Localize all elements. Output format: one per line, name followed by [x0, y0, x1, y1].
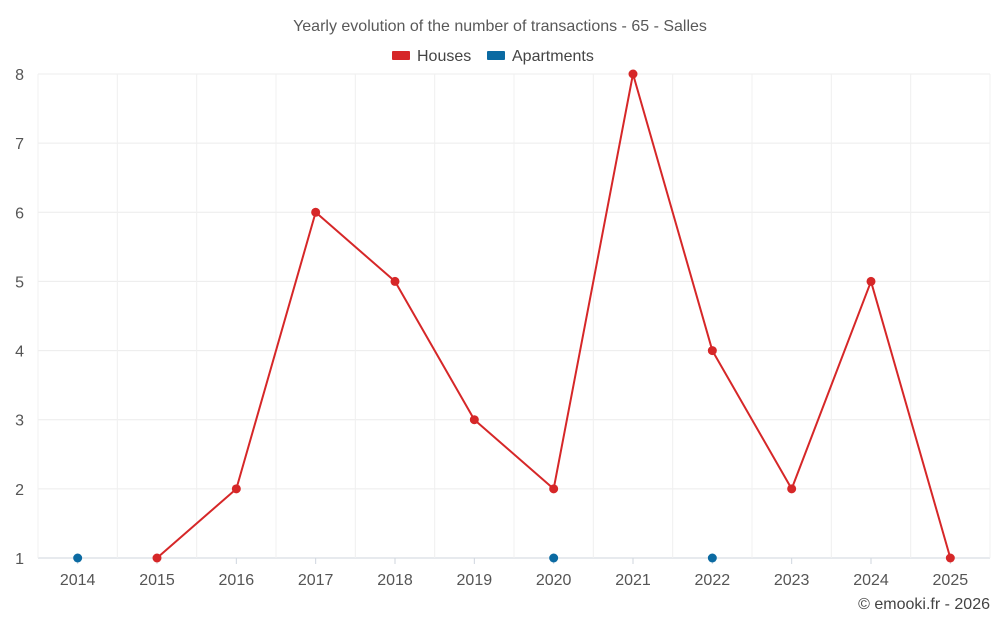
legend-swatch-apartments — [487, 51, 505, 60]
y-tick-label: 7 — [15, 136, 24, 153]
data-point-houses-2018[interactable] — [390, 276, 400, 286]
x-tick-label: 2014 — [60, 572, 96, 589]
x-tick-label: 2019 — [457, 572, 493, 589]
data-point-houses-2016[interactable] — [231, 484, 241, 494]
legend-swatch-houses — [392, 51, 410, 60]
data-point-houses-2024[interactable] — [866, 276, 876, 286]
x-tick-label: 2016 — [219, 572, 255, 589]
legend: Houses Apartments — [392, 48, 594, 65]
chart-title: Yearly evolution of the number of transa… — [293, 18, 707, 35]
x-tick-label: 2022 — [695, 572, 731, 589]
x-tick-label: 2015 — [139, 572, 175, 589]
legend-item-houses[interactable]: Houses — [392, 48, 471, 65]
y-tick-label: 5 — [15, 274, 24, 291]
y-tick-label: 4 — [15, 344, 24, 361]
x-tick-label: 2020 — [536, 572, 572, 589]
data-point-houses-2019[interactable] — [469, 415, 479, 425]
y-tick-label: 1 — [15, 551, 24, 568]
x-tick-label: 2021 — [615, 572, 651, 589]
data-point-apartments-2020[interactable] — [549, 553, 559, 563]
data-point-apartments-2022[interactable] — [707, 553, 717, 563]
legend-item-apartments[interactable]: Apartments — [487, 48, 594, 65]
data-point-houses-2023[interactable] — [787, 484, 797, 494]
data-point-apartments-2014[interactable] — [73, 553, 83, 563]
x-tick-label: 2023 — [774, 572, 810, 589]
y-tick-label: 6 — [15, 205, 24, 222]
y-tick-label: 2 — [15, 482, 24, 499]
x-tick-label: 2018 — [377, 572, 413, 589]
x-tick-label: 2024 — [853, 572, 889, 589]
series-points — [73, 69, 955, 563]
legend-label-apartments: Apartments — [512, 48, 594, 65]
legend-label-houses: Houses — [417, 48, 471, 65]
x-axis: 2014 2015 2016 2017 2018 2019 2020 2021 2022 2023… — [60, 558, 968, 589]
data-point-houses-2025[interactable] — [945, 553, 955, 563]
data-point-houses-2017[interactable] — [311, 207, 321, 217]
y-axis: 1 2 3 4 5 6 7 8 — [15, 67, 24, 568]
data-point-houses-2022[interactable] — [707, 346, 717, 356]
grid — [37, 73, 991, 559]
y-tick-label: 8 — [15, 67, 24, 84]
y-tick-label: 3 — [15, 413, 24, 430]
x-tick-label: 2017 — [298, 572, 334, 589]
x-tick-label: 2025 — [933, 572, 969, 589]
data-point-houses-2021[interactable] — [628, 69, 638, 79]
credit-text: © emooki.fr - 2026 — [858, 596, 990, 613]
data-point-houses-2015[interactable] — [152, 553, 162, 563]
data-point-houses-2020[interactable] — [549, 484, 559, 494]
